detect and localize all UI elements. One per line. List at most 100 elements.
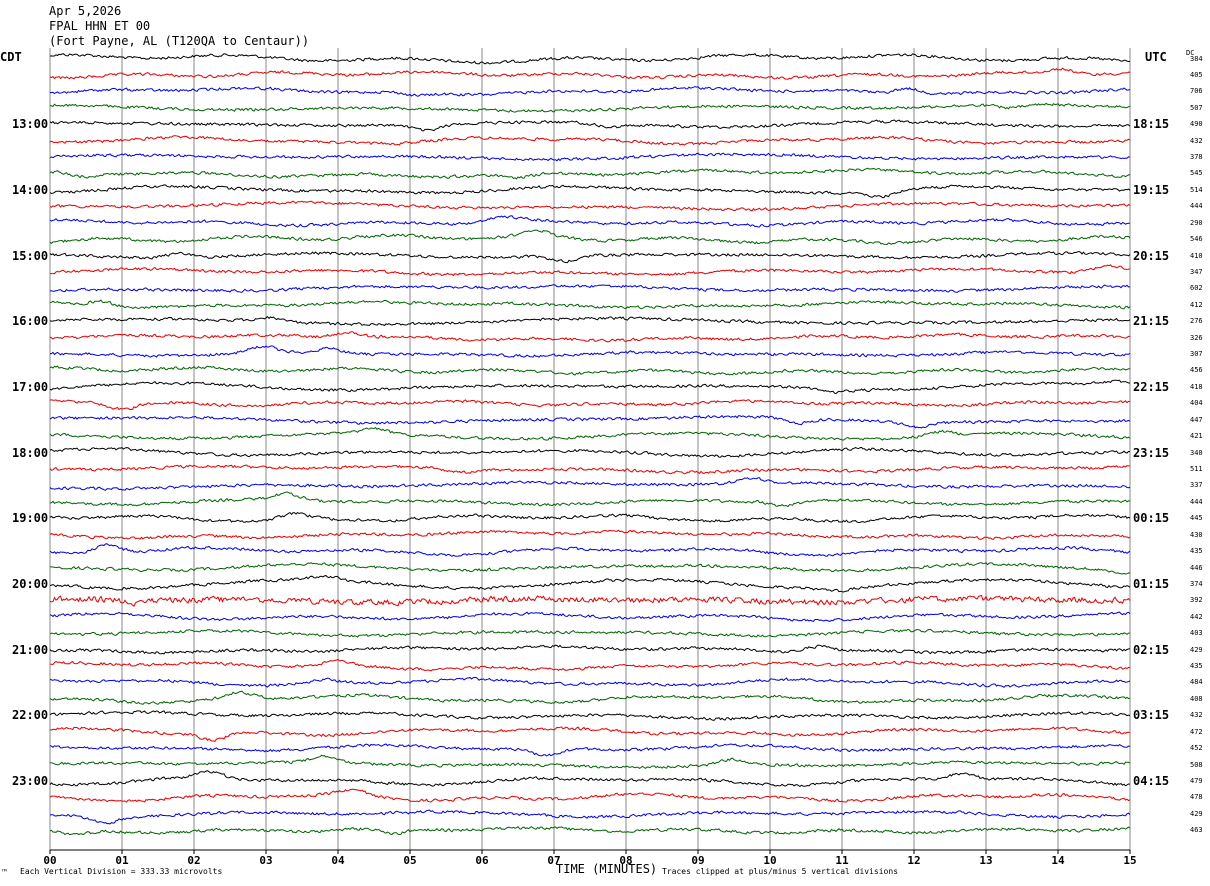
trace-row-29	[49, 529, 1131, 540]
trace-row-10	[49, 215, 1130, 228]
dc-offset-label: 444	[1190, 202, 1203, 211]
x-tick-label-06: 06	[475, 854, 489, 867]
dc-offset-label: 507	[1190, 103, 1203, 112]
dc-offset-label: 490	[1190, 120, 1203, 129]
trace-row-21	[49, 399, 1131, 411]
dc-offset-label: 445	[1190, 514, 1203, 523]
dc-offset-label: 452	[1190, 744, 1203, 753]
dc-offset-label: 412	[1190, 300, 1203, 309]
seismic-traces	[49, 53, 1131, 836]
trace-row-35	[49, 628, 1131, 638]
trace-row-15	[49, 299, 1131, 310]
dc-offset-label: 479	[1190, 776, 1203, 785]
dc-offset-label: 337	[1190, 481, 1203, 490]
trace-row-7	[49, 167, 1131, 180]
left-hour-label: 13:00	[12, 117, 49, 132]
clip-note: Traces clipped at plus/minus 5 vertical …	[662, 867, 899, 876]
dc-offset-label: 384	[1190, 54, 1203, 63]
trace-row-47	[49, 826, 1131, 836]
x-tick-label-03: 03	[259, 854, 272, 867]
trace-row-23	[49, 426, 1131, 441]
dc-offset-label: 404	[1190, 399, 1203, 408]
left-hour-label: 16:00	[12, 314, 49, 329]
trace-row-16	[49, 315, 1131, 327]
trace-row-8	[49, 184, 1131, 199]
dc-offset-label: 508	[1190, 760, 1203, 769]
trace-row-39	[49, 690, 1131, 705]
x-tick-label-01: 01	[115, 854, 129, 867]
trace-row-37	[49, 658, 1130, 672]
trace-row-31	[50, 562, 1131, 575]
trace-row-14	[49, 284, 1131, 293]
dc-offset-label: 392	[1190, 596, 1203, 605]
x-tick-label-13: 13	[979, 854, 992, 867]
x-tick-label-02: 02	[187, 854, 200, 867]
trace-row-27	[49, 491, 1131, 508]
right-hour-label: 21:15	[1133, 314, 1170, 329]
trace-row-11	[49, 229, 1131, 246]
trace-row-36	[49, 644, 1130, 655]
trace-row-17	[49, 331, 1131, 343]
trace-row-12	[49, 250, 1131, 264]
dc-offset-label: 514	[1190, 185, 1203, 194]
x-tick-label-04: 04	[331, 854, 345, 867]
x-tick-label-11: 11	[835, 854, 849, 867]
scale-note: Each Vertical Division = 333.33 microvol…	[20, 867, 223, 876]
trace-row-33	[49, 595, 1131, 607]
dc-offset-label: 478	[1190, 793, 1203, 802]
dc-offset-label: 421	[1190, 432, 1203, 441]
right-hour-label: 18:15	[1133, 117, 1170, 132]
trace-row-45	[49, 788, 1131, 803]
left-hour-label: 19:00	[12, 511, 49, 526]
dc-offset-label: 442	[1190, 612, 1203, 621]
dc-offset-label: 511	[1190, 465, 1203, 473]
x-tick-label-12: 12	[907, 854, 920, 867]
dc-offset-label: 340	[1190, 448, 1203, 457]
dc-offset-label: 484	[1190, 678, 1203, 687]
trace-row-0	[49, 53, 1130, 65]
left-hour-label: 15:00	[12, 248, 49, 263]
trace-row-5	[49, 135, 1131, 146]
dc-offset-label: 429	[1190, 645, 1203, 654]
trace-row-13	[49, 264, 1131, 277]
x-tick-labels: 00 01 02 03 04 05 06 07 08 09 10 11 12 13 14 15	[43, 854, 1136, 867]
dc-offset-label: 429	[1190, 809, 1203, 818]
trace-row-20	[49, 379, 1131, 395]
right-hour-label: 23:15	[1133, 445, 1170, 460]
left-hour-label: 17:00	[12, 379, 49, 394]
dc-offset-label: 446	[1190, 563, 1203, 572]
x-tick-label-07: 07	[547, 854, 560, 867]
dc-offset-label: 444	[1190, 497, 1203, 506]
trace-row-44	[49, 770, 1131, 787]
dc-offset-label: 545	[1190, 169, 1203, 178]
dc-offset-label: 430	[1190, 530, 1203, 539]
trace-row-32	[49, 575, 1131, 593]
dc-offset-label: 602	[1190, 284, 1203, 293]
trace-row-19	[49, 365, 1131, 376]
trace-row-38	[49, 676, 1131, 688]
left-hour-label: 20:00	[12, 576, 49, 591]
trace-row-2	[49, 86, 1131, 97]
scale-mark: ™	[2, 868, 7, 877]
dc-offset-label: 276	[1190, 317, 1203, 326]
right-hour-label: 02:15	[1133, 642, 1170, 657]
left-hour-label: 14:00	[12, 182, 49, 197]
x-axis-label: TIME (MINUTES)	[556, 862, 658, 876]
x-tick-label-15: 15	[1123, 854, 1136, 867]
x-tick-label-00: 00	[43, 854, 56, 867]
dc-offset-label: 347	[1190, 267, 1203, 276]
dc-offset-label: 456	[1190, 366, 1203, 375]
x-tick-label-09: 09	[691, 854, 704, 867]
dc-offset-label: 432	[1190, 136, 1203, 145]
left-hour-label: 23:00	[12, 773, 49, 788]
dc-offset-label: 432	[1190, 711, 1203, 720]
dc-offset-label: 472	[1190, 727, 1203, 736]
x-tick-label-05: 05	[403, 854, 416, 867]
right-hour-label: 19:15	[1133, 182, 1170, 197]
trace-row-24	[49, 446, 1130, 458]
dc-offset-label: 378	[1190, 153, 1203, 162]
trace-row-9	[49, 200, 1131, 212]
trace-row-1	[49, 67, 1131, 80]
trace-row-34	[49, 611, 1131, 622]
dc-offset-label: 326	[1190, 333, 1203, 342]
